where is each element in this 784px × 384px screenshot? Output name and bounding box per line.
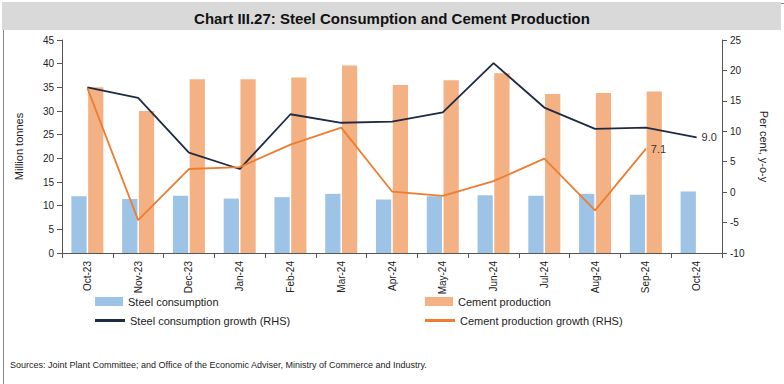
svg-text:25: 25 bbox=[730, 35, 742, 46]
svg-text:15: 15 bbox=[730, 95, 742, 106]
svg-text:25: 25 bbox=[43, 129, 55, 140]
svg-text:Oct-23: Oct-23 bbox=[82, 261, 93, 291]
svg-text:9.0: 9.0 bbox=[702, 131, 717, 143]
svg-text:15: 15 bbox=[43, 177, 55, 188]
svg-text:Dec-23: Dec-23 bbox=[183, 261, 194, 294]
svg-text:35: 35 bbox=[43, 82, 55, 93]
svg-text:Sep-24: Sep-24 bbox=[640, 261, 651, 294]
svg-text:Cement production growth (RHS): Cement production growth (RHS) bbox=[460, 315, 623, 327]
svg-text:Steel consumption growth (RHS): Steel consumption growth (RHS) bbox=[130, 315, 290, 327]
svg-text:0: 0 bbox=[730, 187, 736, 198]
svg-text:10: 10 bbox=[730, 126, 742, 137]
svg-text:-10: -10 bbox=[730, 248, 745, 259]
svg-text:Apr-24: Apr-24 bbox=[387, 261, 398, 291]
svg-text:Per cent, y-o-y: Per cent, y-o-y bbox=[758, 111, 770, 183]
svg-text:10: 10 bbox=[43, 200, 55, 211]
svg-text:Cement production: Cement production bbox=[458, 296, 551, 308]
svg-text:40: 40 bbox=[43, 58, 55, 69]
svg-text:Mar-24: Mar-24 bbox=[336, 261, 347, 293]
svg-text:Aug-24: Aug-24 bbox=[590, 261, 601, 294]
svg-text:-5: -5 bbox=[730, 217, 739, 228]
svg-text:Steel consumption: Steel consumption bbox=[128, 296, 219, 308]
svg-text:5: 5 bbox=[48, 224, 54, 235]
svg-text:20: 20 bbox=[730, 65, 742, 76]
svg-text:Sources: Joint Plant Committee: Sources: Joint Plant Committee; and Offi… bbox=[10, 360, 427, 370]
svg-text:Chart III.27: Steel Consumptio: Chart III.27: Steel Consumption and Ceme… bbox=[194, 10, 590, 27]
svg-text:0: 0 bbox=[48, 248, 54, 259]
svg-text:Million tonnes: Million tonnes bbox=[13, 112, 25, 180]
svg-text:Jun-24: Jun-24 bbox=[488, 261, 499, 292]
svg-text:45: 45 bbox=[43, 35, 55, 46]
svg-text:7.1: 7.1 bbox=[651, 143, 666, 155]
svg-text:30: 30 bbox=[43, 106, 55, 117]
svg-text:Oct-24: Oct-24 bbox=[691, 261, 702, 291]
svg-text:20: 20 bbox=[43, 153, 55, 164]
svg-text:May-24: May-24 bbox=[437, 261, 448, 295]
svg-text:5: 5 bbox=[730, 156, 736, 167]
svg-text:Jan-24: Jan-24 bbox=[234, 261, 245, 292]
svg-text:Nov-23: Nov-23 bbox=[133, 261, 144, 294]
svg-text:Jul-24: Jul-24 bbox=[539, 261, 550, 289]
svg-text:Feb-24: Feb-24 bbox=[285, 261, 296, 293]
